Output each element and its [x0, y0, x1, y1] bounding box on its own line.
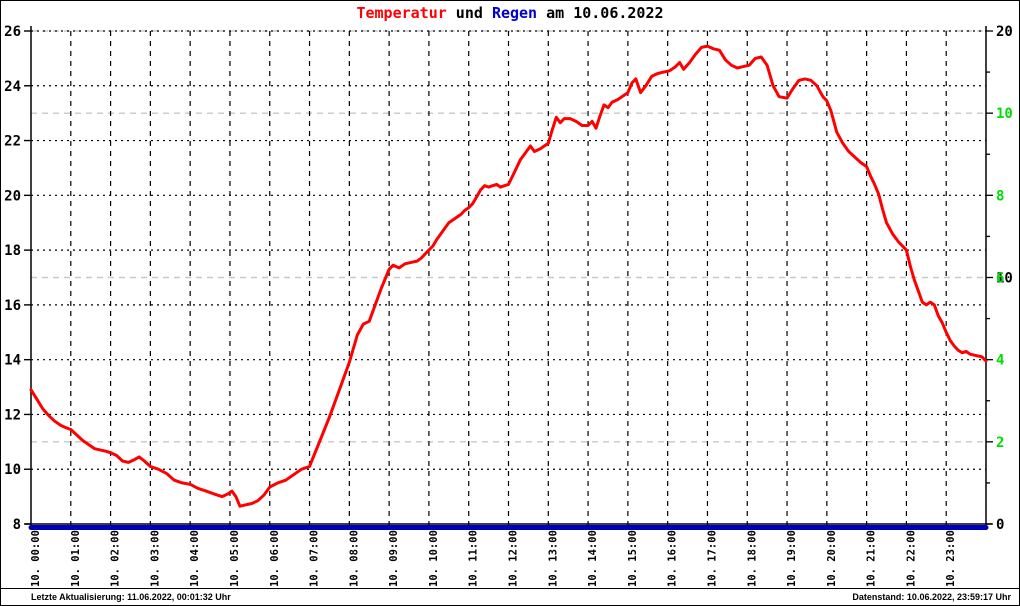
chart-title: Temperatur und Regen am 10.06.2022	[1, 4, 1019, 22]
right-axis-green-label: 8	[996, 188, 1004, 204]
x-axis-tick-label: 10. 07:00	[309, 530, 321, 587]
left-axis-tick-label: 14	[4, 353, 21, 369]
x-axis-tick-label: 10. 15:00	[627, 530, 639, 587]
x-axis-tick-label: 10. 05:00	[229, 530, 241, 587]
x-axis-tick-label: 10. 18:00	[746, 530, 758, 587]
status-bar: Letzte Aktualisierung: 11.06.2022, 00:01…	[1, 588, 1019, 605]
title-segment: Regen	[491, 4, 538, 22]
left-axis-tick-label: 16	[4, 298, 21, 314]
right-axis-green-label: 10	[996, 106, 1013, 122]
x-axis-tick-label: 10. 13:00	[547, 530, 559, 587]
axis-labels: 26 24 22 20 18 16 14 12 10 8 20 10 0 10 8 6 4 2 10. 00:00 1…	[4, 24, 1013, 587]
x-axis-tick-label: 10. 01:00	[70, 530, 82, 587]
left-axis-tick-label: 10	[4, 462, 21, 478]
right-axis-green-label: 2	[996, 435, 1004, 451]
data-timestamp-text: Datenstand: 10.06.2022, 23:59:17 Uhr	[852, 592, 1011, 602]
x-axis-tick-label: 10. 04:00	[189, 530, 201, 587]
x-axis-tick-label: 10. 12:00	[508, 530, 520, 587]
x-axis-tick-label: 10. 23:00	[945, 530, 957, 587]
left-axis-tick-label: 18	[4, 243, 21, 259]
x-axis-tick-label: 10. 02:00	[110, 530, 122, 587]
x-axis-tick-label: 10. 09:00	[388, 530, 400, 587]
right-axis-green-label: 6	[996, 271, 1004, 287]
left-axis-tick-label: 20	[4, 188, 21, 204]
black-gridlines	[31, 30, 986, 524]
right-axis-rain-label: 0	[996, 517, 1004, 533]
last-update-text: Letzte Aktualisierung: 11.06.2022, 00:01…	[31, 592, 231, 602]
left-axis-tick-label: 26	[4, 24, 21, 40]
chart-canvas: 26 24 22 20 18 16 14 12 10 8 20 10 0 10 8 6 4 2 10. 00:00 1…	[4, 24, 1013, 587]
left-axis-tick-label: 24	[4, 79, 21, 95]
title-segment: und	[446, 4, 492, 22]
left-axis-tick-label: 8	[13, 517, 21, 533]
right-axis-rain-label: 20	[996, 24, 1013, 40]
x-axis-tick-label: 10. 00:00	[30, 530, 42, 587]
x-axis-tick-label: 10. 14:00	[587, 530, 599, 587]
x-axis-tick-label: 10. 08:00	[348, 530, 360, 587]
x-axis-tick-label: 10. 10:00	[428, 530, 440, 587]
x-axis-tick-label: 10. 20:00	[826, 530, 838, 587]
left-axis-tick-label: 12	[4, 407, 21, 423]
x-axis-tick-label: 10. 03:00	[149, 530, 161, 587]
left-axis-tick-label: 22	[4, 134, 21, 150]
right-axis-rain-label: 10	[996, 271, 1013, 287]
title-segment: am 10.06.2022	[537, 4, 664, 22]
x-axis-tick-label: 10. 21:00	[866, 530, 878, 587]
x-axis-tick-label: 10. 22:00	[905, 530, 917, 587]
series-line-temperatur	[29, 44, 988, 508]
x-axis-tick-label: 10. 17:00	[706, 530, 718, 587]
x-axis-tick-label: 10. 11:00	[468, 530, 480, 587]
title-segment: Temperatur	[356, 4, 447, 22]
x-axis-tick-label: 10. 16:00	[667, 530, 679, 587]
right-axis-green-label: 4	[996, 353, 1004, 369]
x-axis-tick-label: 10. 19:00	[786, 530, 798, 587]
x-axis-tick-label: 10. 06:00	[269, 530, 281, 587]
data-series	[28, 44, 989, 530]
